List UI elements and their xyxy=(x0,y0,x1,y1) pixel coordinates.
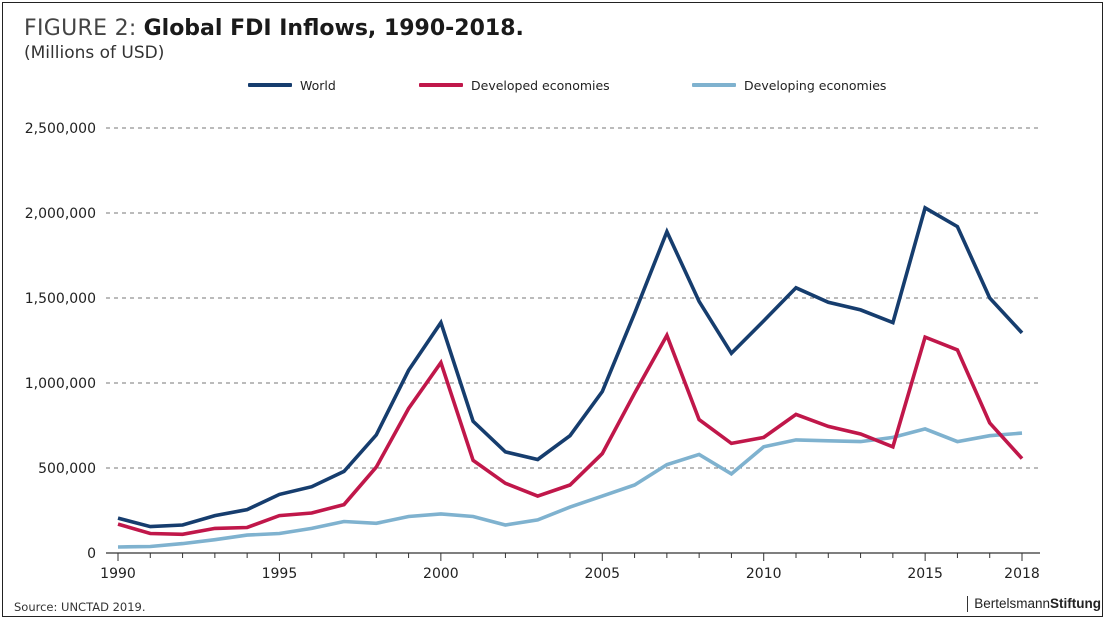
brand-part2: Stiftung xyxy=(1050,596,1101,611)
legend-item-world: World xyxy=(248,76,336,94)
legend-label-developing: Developing economies xyxy=(744,77,887,93)
legend-swatch-world xyxy=(248,83,292,87)
legend-swatch-developing xyxy=(692,83,736,87)
x-tick-label: 2018 xyxy=(1004,566,1040,582)
series-line-developing-economies xyxy=(117,427,1023,549)
legend-label-developed: Developed economies xyxy=(471,77,610,93)
x-tick-label: 1995 xyxy=(262,566,298,582)
legend-swatch-developed xyxy=(419,83,463,87)
y-tick-label: 500,000 xyxy=(38,461,96,477)
brand-part1: Bertelsmann xyxy=(974,596,1051,611)
x-tick-label: 2005 xyxy=(584,566,620,582)
source-note: Source: UNCTAD 2019. xyxy=(14,600,146,614)
brand-logo: BertelsmannStiftung xyxy=(967,596,1101,612)
x-tick-label: 2000 xyxy=(423,566,459,582)
series-line-developed-economies xyxy=(117,331,1024,537)
x-tick-label: 2015 xyxy=(907,566,943,582)
legend-item-developed: Developed economies xyxy=(419,76,610,94)
figure-subtitle: (Millions of USD) xyxy=(24,43,165,63)
figure-title: FIGURE 2: Global FDI Inflows, 1990-2018. xyxy=(24,16,524,42)
y-tick-label: 2,500,000 xyxy=(25,121,96,137)
y-tick-label: 0 xyxy=(87,546,96,562)
y-tick-label: 2,000,000 xyxy=(25,206,96,222)
legend-item-developing: Developing economies xyxy=(692,76,886,94)
figure-title-text: Global FDI Inflows, 1990-2018. xyxy=(143,16,524,41)
series-line-world xyxy=(117,205,1024,529)
y-tick-label: 1,000,000 xyxy=(25,376,96,392)
y-tick-label: 1,500,000 xyxy=(25,291,96,307)
figure-prefix: FIGURE 2: xyxy=(24,16,137,41)
legend-label-world: World xyxy=(300,77,336,93)
x-tick-label: 2010 xyxy=(746,566,782,582)
x-tick-label: 1990 xyxy=(100,566,136,582)
